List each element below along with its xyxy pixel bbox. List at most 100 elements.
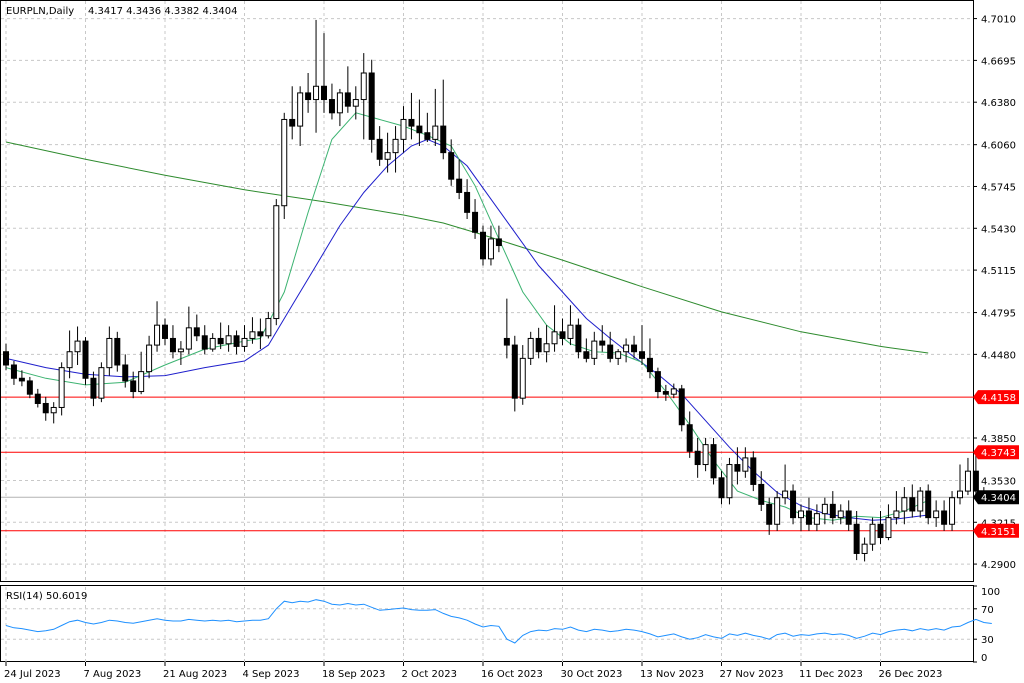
candle-body	[877, 523, 884, 539]
candle	[408, 92, 415, 140]
candle	[185, 306, 192, 355]
candle-body	[607, 344, 614, 359]
candle	[233, 330, 240, 355]
candle	[885, 504, 892, 541]
candle-body	[941, 510, 948, 525]
candle-body	[233, 335, 240, 347]
candle	[559, 318, 566, 346]
time-tick-label: 18 Sep 2023	[322, 669, 385, 680]
candle-body	[193, 327, 200, 337]
candle-body	[162, 324, 168, 339]
candle	[257, 318, 264, 350]
candle	[941, 500, 948, 531]
candle-body	[503, 337, 510, 346]
candle	[718, 471, 725, 505]
candle	[853, 510, 860, 561]
candle-body	[130, 380, 137, 393]
price-tick-label: 4.6060	[981, 141, 1016, 152]
candle	[249, 317, 256, 344]
candle	[790, 484, 797, 525]
candle-body	[440, 125, 447, 154]
candle-body	[925, 490, 932, 519]
candle-body	[972, 470, 979, 492]
candle	[726, 457, 733, 505]
candle-body	[305, 92, 312, 101]
candle-body	[654, 371, 661, 393]
candle-body	[805, 510, 812, 525]
support-resistance-lines	[1, 396, 973, 532]
candle-body	[424, 132, 431, 140]
candle	[535, 327, 542, 359]
candle	[162, 318, 168, 346]
candle	[432, 88, 439, 146]
candle-body	[742, 457, 749, 472]
candle	[392, 126, 399, 173]
candle-body	[487, 238, 494, 260]
candle	[305, 72, 312, 113]
time-tick-label: 24 Jul 2023	[4, 669, 61, 680]
candle-body	[201, 335, 208, 350]
candle	[209, 333, 216, 352]
candle	[169, 325, 176, 359]
candle	[130, 371, 137, 399]
candle-body	[575, 324, 582, 353]
candle-body	[336, 92, 343, 114]
candle-body	[798, 510, 804, 519]
rsi-plot-frame	[0, 585, 974, 662]
candle	[631, 335, 638, 359]
candle-body	[58, 367, 65, 408]
candle	[901, 487, 908, 525]
candle	[821, 497, 828, 525]
candle	[464, 179, 471, 219]
candle	[66, 330, 73, 379]
rsi-line	[5, 599, 992, 644]
candle-body	[209, 337, 216, 350]
candle-body	[90, 377, 97, 399]
candle-body	[106, 337, 113, 369]
candle	[98, 362, 105, 403]
candle-body	[281, 118, 288, 207]
candle-body	[734, 464, 741, 472]
candle-body	[74, 340, 81, 353]
candle	[18, 370, 25, 387]
level-badge-shape	[973, 445, 1019, 460]
time-tick-label: 11 Dec 2023	[799, 669, 863, 680]
candle	[893, 491, 900, 525]
candle-body	[289, 118, 296, 127]
candle-body	[448, 152, 455, 180]
candle	[774, 491, 781, 531]
candle-body	[265, 318, 272, 337]
rsi-title: RSI(14) 50.6019	[6, 591, 87, 602]
candle	[225, 325, 232, 352]
candle-body	[615, 351, 622, 359]
candle-body	[18, 377, 25, 382]
candle-body	[909, 497, 916, 512]
candle	[869, 517, 876, 551]
candle	[58, 362, 65, 416]
candle-body	[50, 406, 57, 414]
candle	[782, 464, 789, 505]
level-badge-label: 4.3743	[981, 448, 1016, 459]
price-tick-label: 4.3530	[981, 476, 1016, 487]
candle	[416, 99, 423, 146]
candle-body	[519, 357, 526, 399]
candle-body	[686, 424, 693, 452]
candle-body	[217, 337, 224, 345]
candle	[599, 325, 606, 352]
candle	[360, 53, 367, 140]
price-tick-label: 4.5430	[981, 224, 1016, 235]
candle	[678, 384, 685, 432]
candle-body	[432, 125, 439, 140]
candle	[845, 500, 852, 531]
candle-body	[10, 364, 17, 379]
candle-body	[464, 191, 471, 213]
candle	[925, 484, 932, 525]
candle-body	[456, 178, 463, 193]
candle	[440, 79, 447, 160]
price-tick-label: 4.4795	[981, 309, 1016, 320]
candle	[639, 325, 645, 365]
candle-body	[114, 337, 121, 366]
ohlc-readout: 4.3417 4.3436 4.3382 4.3404	[88, 6, 238, 17]
price-badges: 4.4158 4.3743 4.3151 4.3404	[973, 390, 1019, 538]
candle	[400, 106, 407, 153]
